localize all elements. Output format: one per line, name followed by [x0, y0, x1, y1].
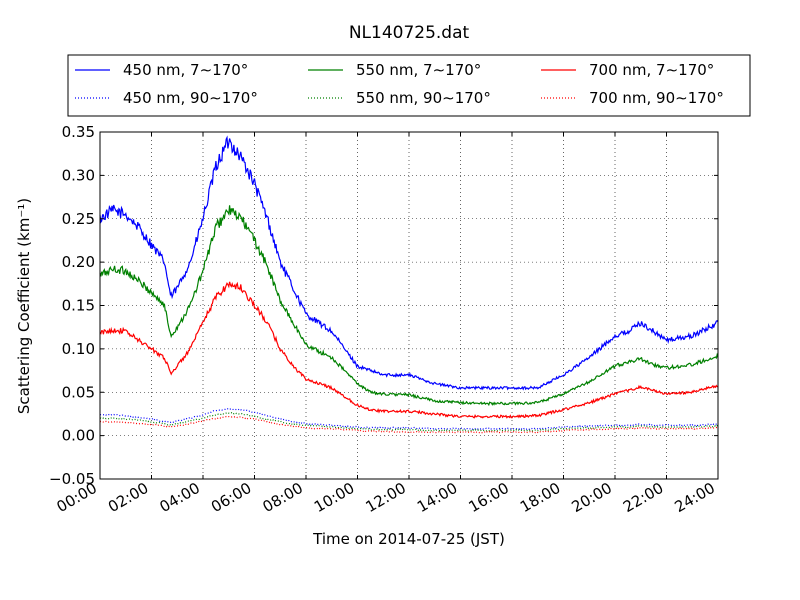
series-lines — [99, 135, 719, 434]
y-tick-label: 0.05 — [62, 383, 95, 401]
legend-label-5: 550 nm, 90∼170° — [356, 89, 491, 107]
y-tick-label: 0.20 — [62, 253, 95, 271]
series-line-3 — [99, 281, 719, 419]
legend-label-2: 550 nm, 7∼170° — [356, 61, 481, 79]
legend-label-4: 450 nm, 90∼170° — [123, 89, 258, 107]
x-axis-label: Time on 2014-07-25 (JST) — [312, 530, 505, 548]
y-tick-label: 0.30 — [62, 166, 95, 184]
y-tick-label: 0.10 — [62, 340, 95, 358]
series-line-2 — [99, 205, 719, 407]
y-tick-label: 0.25 — [62, 210, 95, 228]
legend-label-3: 700 nm, 7∼170° — [589, 61, 714, 79]
y-tick-label: 0.00 — [62, 427, 95, 445]
y-axis-label: Scattering Coefficient (km⁻¹) — [15, 198, 33, 414]
legend: 450 nm, 7∼170° 550 nm, 7∼170° 700 nm, 7∼17… — [67, 54, 751, 117]
chart-title: NL140725.dat — [349, 23, 470, 43]
y-tick-label: 0.35 — [62, 123, 95, 141]
y-tick-label: 0.15 — [62, 297, 95, 315]
series-line-4 — [100, 407, 719, 430]
legend-label-6: 700 nm, 90∼170° — [589, 89, 724, 107]
series-line-1 — [99, 135, 719, 391]
y-tick-label: −0.05 — [49, 470, 95, 488]
legend-box — [67, 54, 751, 117]
legend-label-1: 450 nm, 7∼170° — [123, 61, 248, 79]
